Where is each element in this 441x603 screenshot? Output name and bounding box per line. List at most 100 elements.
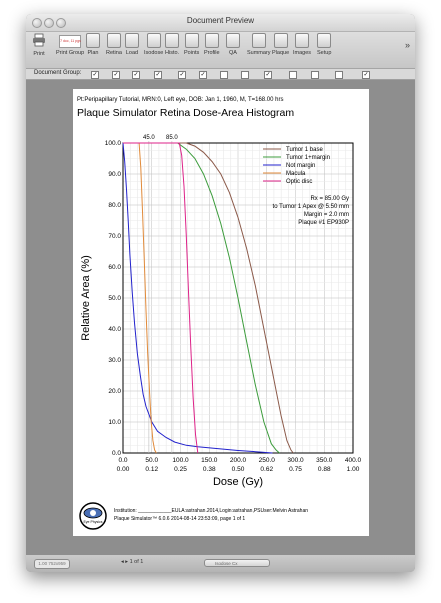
minimize-window-button[interactable]: [44, 18, 54, 28]
toolbar-setup-button[interactable]: Setup: [317, 33, 331, 56]
series-line-optic-disc: [123, 142, 199, 454]
y-tick-label: 60.0: [108, 264, 121, 271]
document-group-checkbox[interactable]: ✓: [178, 71, 186, 79]
x-tick-label: 350.0: [316, 457, 333, 464]
zoom-field[interactable]: 1.00 752x959: [34, 559, 70, 569]
x-tick-label: 300.0: [287, 457, 304, 464]
x-tick-label: 150.0: [201, 457, 218, 464]
toolbar-load-button[interactable]: Load: [125, 33, 139, 56]
x-fraction-tick-label: 0.50: [232, 466, 245, 473]
document-group-checkbox[interactable]: ✓: [154, 71, 162, 79]
toolbar-qa-button[interactable]: QA: [226, 33, 240, 56]
histogram-icon: [165, 33, 180, 48]
preview-area[interactable]: Pt:Peripapillary Tutorial, MRN:0, Left e…: [26, 80, 415, 554]
print-group-button[interactable]: 7 doc, 11 pgs Print Group: [56, 33, 84, 56]
document-group-checkbox[interactable]: ✓: [264, 71, 272, 79]
window-title: Document Preview: [186, 16, 255, 25]
print-group-icon: 7 doc, 11 pgs: [59, 35, 82, 48]
plan-info-line: Margin = 2.0 mm: [304, 212, 349, 218]
series-line-tumor-1-margin: [123, 142, 280, 454]
toolbar-summary-button[interactable]: Summary: [247, 33, 271, 56]
document-group-checkbox[interactable]: [311, 71, 319, 79]
rx-marker-label: 85.0: [166, 135, 178, 141]
prev-page-icon[interactable]: ◂: [121, 559, 124, 565]
x-tick-label: 200.0: [230, 457, 247, 464]
toolbar-isodose-button[interactable]: Isodose: [144, 33, 163, 56]
legend-label: Macula: [286, 171, 306, 177]
document-group-checkbox[interactable]: ✓: [199, 71, 207, 79]
plan-icon: [86, 33, 100, 48]
svg-text:Eye Physics: Eye Physics: [83, 520, 102, 524]
x-tick-label: 50.0: [145, 457, 158, 464]
document-page: Pt:Peripapillary Tutorial, MRN:0, Left e…: [73, 89, 369, 536]
next-page-icon[interactable]: ▸: [125, 559, 129, 565]
y-tick-label: 100.0: [105, 140, 122, 147]
y-tick-label: 80.0: [108, 202, 121, 209]
toolbar-points-button[interactable]: Points: [184, 33, 199, 56]
legend-label: Tumor 1+margin: [286, 155, 330, 161]
document-group-checkbox[interactable]: [241, 71, 249, 79]
plan-info-line: Plaque #1 EP930P: [298, 220, 349, 226]
toolbar-profile-button[interactable]: Profile: [204, 33, 220, 56]
x-tick-label: 100.0: [172, 457, 189, 464]
footer-line-1: Institution: ____________EULA:astrahan.2…: [114, 508, 308, 514]
patient-line: Pt:Peripapillary Tutorial, MRN:0, Left e…: [77, 97, 284, 103]
x-fraction-tick-label: 0.00: [117, 466, 130, 473]
document-preview-window: Document Preview Print 7 doc, 11 pgs Pri…: [26, 14, 415, 572]
document-group-checkbox[interactable]: ✓: [112, 71, 120, 79]
printer-icon: [33, 33, 45, 47]
page-indicator: 1 of 1: [129, 559, 144, 565]
toolbar: Print 7 doc, 11 pgs Print Group Plan Reti…: [26, 32, 415, 69]
toolbar-plaque-button[interactable]: Plaque: [272, 33, 289, 56]
footer-line-2: Plaque Simulator™ 6.0.6 2014-08-14 23:53…: [114, 516, 245, 522]
document-group-checkbox[interactable]: ✓: [132, 71, 140, 79]
document-group-label: Document Group:: [34, 70, 82, 76]
legend-label: Tumor 1 base: [286, 147, 323, 153]
series-line-not-margin: [122, 142, 273, 454]
x-tick-label: 0.0: [118, 457, 127, 464]
y-tick-label: 20.0: [108, 388, 121, 395]
toolbar-retina-button[interactable]: Retina: [106, 33, 122, 56]
toolbar-histo-button[interactable]: Histo.: [165, 33, 179, 56]
x-fraction-tick-label: 0.25: [174, 466, 187, 473]
document-group-bar: Document Group: ✓ ✓ ✓ ✓ ✓ ✓ ✓ ✓: [26, 69, 415, 80]
x-fraction-tick-label: 0.88: [318, 466, 331, 473]
series-line-tumor-1-base: [123, 142, 294, 454]
document-group-checkbox[interactable]: [220, 71, 228, 79]
eye-physics-logo: Eye Physics: [79, 502, 107, 530]
y-tick-label: 0.0: [112, 450, 121, 457]
summary-icon: [251, 33, 266, 48]
y-axis-label: Relative Area (%): [80, 255, 92, 341]
y-tick-label: 90.0: [108, 171, 121, 178]
document-group-checkbox[interactable]: ✓: [91, 71, 99, 79]
qa-icon: [226, 33, 240, 48]
close-window-button[interactable]: [32, 18, 42, 28]
page-navigator[interactable]: ◂ ▸ 1 of 1: [121, 559, 143, 565]
legend-label: Optic disc: [286, 179, 312, 185]
print-button[interactable]: Print: [32, 33, 46, 57]
y-tick-label: 50.0: [108, 295, 121, 302]
x-fraction-tick-label: 0.12: [145, 466, 158, 473]
y-tick-label: 30.0: [108, 357, 121, 364]
group-select[interactable]: Isodose Cx: [204, 559, 270, 567]
zoom-window-button[interactable]: [56, 18, 66, 28]
images-icon: [295, 33, 310, 48]
toolbar-images-button[interactable]: Images: [293, 33, 311, 56]
toolbar-overflow-button[interactable]: »: [404, 40, 410, 50]
y-tick-label: 70.0: [108, 233, 121, 240]
x-fraction-tick-label: 0.75: [289, 466, 302, 473]
document-group-checkbox[interactable]: [335, 71, 343, 79]
x-tick-label: 400.0: [345, 457, 362, 464]
title-bar: Document Preview: [26, 14, 415, 32]
document-group-checkbox[interactable]: ✓: [362, 71, 370, 79]
x-fraction-tick-label: 0.38: [203, 466, 216, 473]
x-fraction-tick-label: 1.00: [347, 466, 360, 473]
document-group-checkbox[interactable]: [289, 71, 297, 79]
toolbar-plan-button[interactable]: Plan: [86, 33, 100, 56]
profile-icon: [204, 33, 219, 48]
series-line-macula: [123, 142, 157, 454]
rx-marker-label: 45.0: [143, 135, 155, 141]
x-tick-label: 250.0: [259, 457, 276, 464]
setup-icon: [317, 33, 332, 48]
x-axis-label: Dose (Gy): [213, 476, 263, 488]
